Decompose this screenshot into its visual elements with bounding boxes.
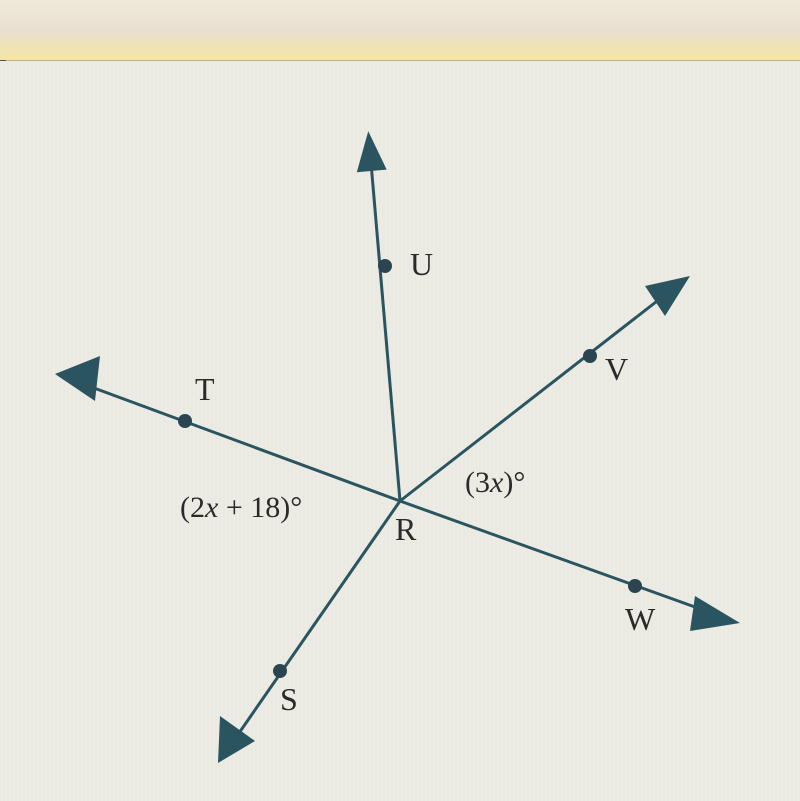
ray-RU [370, 151, 400, 501]
label-V: V [605, 351, 628, 388]
angle-right-paren: (3 [465, 466, 490, 499]
ray-RW [400, 501, 720, 616]
angle-label-VRW: (3x)° [465, 466, 525, 500]
label-T: T [195, 371, 215, 408]
angle-left-paren: (2 [180, 491, 205, 524]
point-V [583, 349, 597, 363]
angle-right-var: x [490, 466, 503, 499]
rays-diagram [0, 61, 800, 801]
angle-right-rest: )° [503, 466, 525, 499]
arrow-U [353, 130, 386, 172]
angle-label-TRS: (2x + 18)° [180, 491, 302, 525]
angle-left-var: x [205, 491, 218, 524]
label-S: S [280, 681, 298, 718]
angle-left-rest: + 18)° [218, 491, 302, 524]
label-U: U [410, 246, 433, 283]
arrow-T [55, 356, 100, 401]
point-T [178, 414, 192, 428]
point-S [273, 664, 287, 678]
ray-RS [230, 501, 400, 746]
header-bar [0, 0, 800, 61]
ray-RV [400, 291, 670, 501]
label-R: R [395, 511, 416, 548]
point-U [378, 259, 392, 273]
arrow-W [690, 596, 740, 631]
arrow-V [645, 276, 690, 316]
diagram-container: U V W S T R (2x + 18)° (3x)° [0, 61, 800, 801]
point-W [628, 579, 642, 593]
ray-RT [75, 381, 400, 501]
arrow-S [218, 716, 255, 763]
label-W: W [625, 601, 655, 638]
